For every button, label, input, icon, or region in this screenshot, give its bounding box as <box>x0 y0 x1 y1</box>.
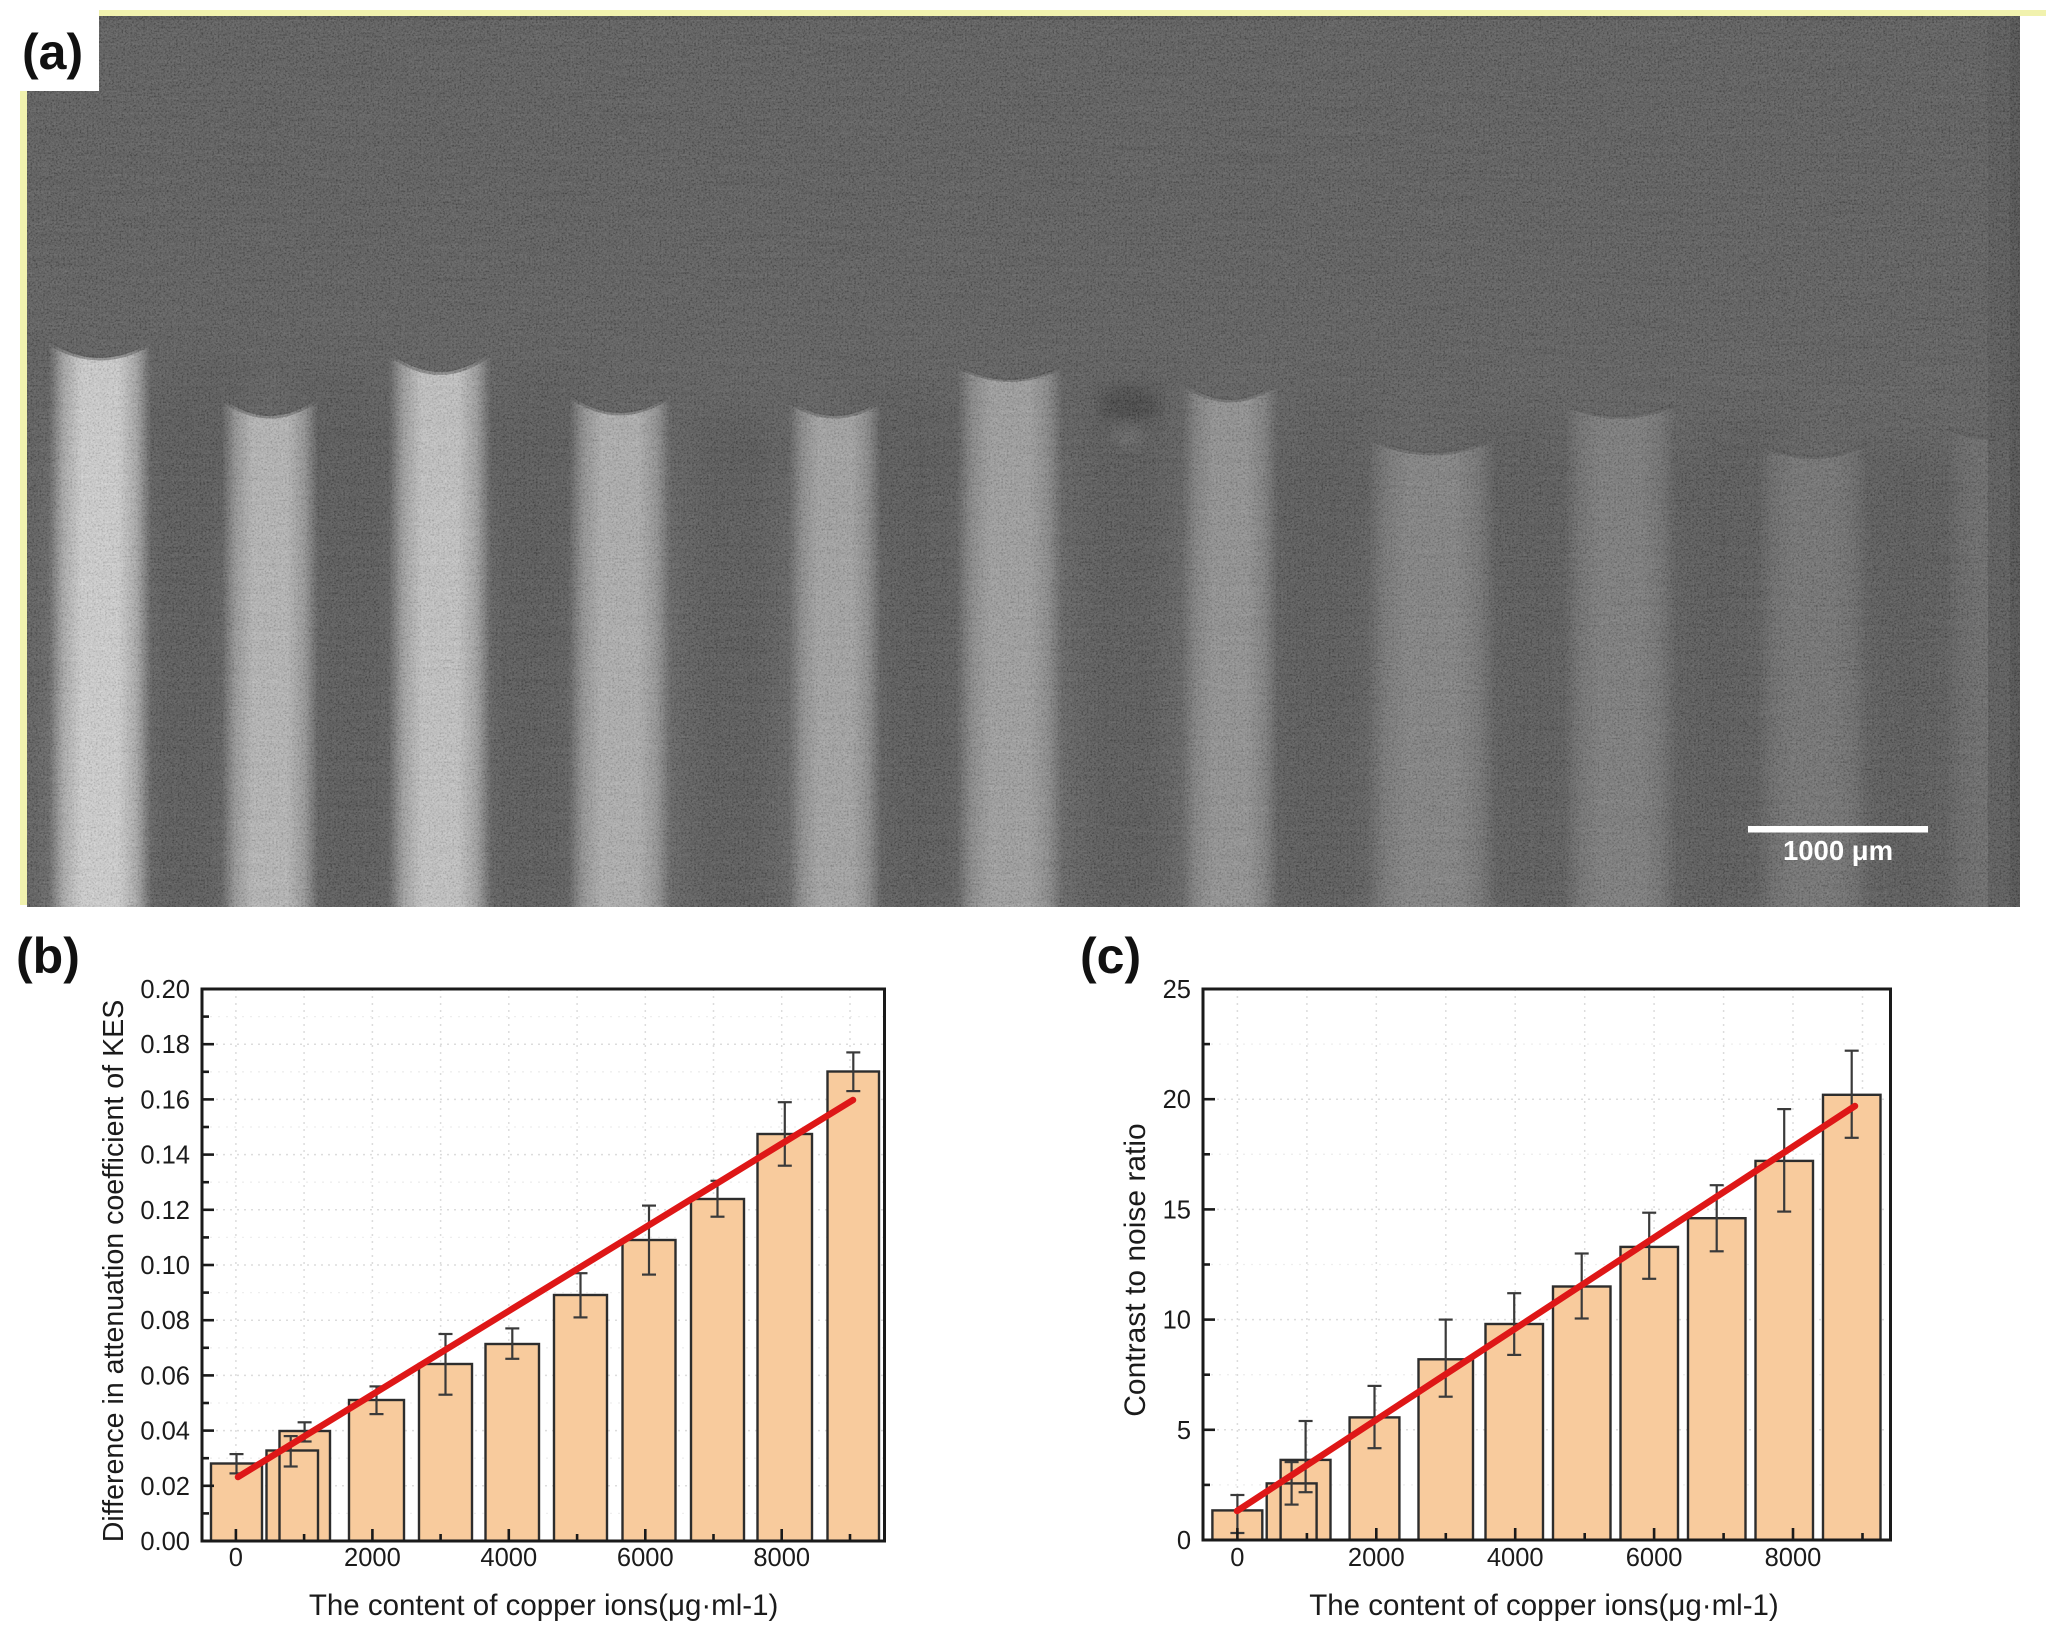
svg-text:0.16: 0.16 <box>140 1086 190 1114</box>
svg-text:5: 5 <box>1177 1417 1191 1445</box>
svg-text:0.02: 0.02 <box>140 1473 190 1501</box>
svg-text:0.08: 0.08 <box>140 1307 190 1335</box>
svg-text:8000: 8000 <box>1765 1544 1822 1572</box>
svg-text:0.00: 0.00 <box>140 1528 190 1556</box>
svg-text:2000: 2000 <box>1348 1544 1405 1572</box>
svg-text:15: 15 <box>1163 1196 1191 1224</box>
svg-text:The content of copper ions(μg·: The content of copper ions(μg·ml-1) <box>309 1589 779 1622</box>
svg-text:(b): (b) <box>16 928 80 984</box>
svg-text:0.04: 0.04 <box>140 1418 190 1446</box>
svg-text:0.10: 0.10 <box>140 1252 190 1280</box>
svg-text:(a): (a) <box>22 24 83 80</box>
svg-text:0.18: 0.18 <box>140 1031 190 1059</box>
svg-text:1000 μm: 1000 μm <box>1783 835 1893 866</box>
svg-text:10: 10 <box>1163 1307 1191 1335</box>
svg-text:25: 25 <box>1163 976 1191 1004</box>
svg-text:8000: 8000 <box>753 1544 810 1572</box>
svg-text:0.20: 0.20 <box>140 976 190 1004</box>
svg-text:2000: 2000 <box>344 1544 401 1572</box>
svg-text:4000: 4000 <box>1487 1544 1544 1572</box>
svg-text:20: 20 <box>1163 1086 1191 1114</box>
svg-text:0: 0 <box>229 1544 243 1572</box>
svg-text:The content of copper ions(μg·: The content of copper ions(μg·ml-1) <box>1309 1589 1779 1622</box>
svg-text:4000: 4000 <box>480 1544 537 1572</box>
svg-text:Difference in attenuation coef: Difference in attenuation coefficient of… <box>98 1000 130 1543</box>
svg-text:0.12: 0.12 <box>140 1197 190 1225</box>
svg-text:Contrast to noise ratio: Contrast to noise ratio <box>1119 1123 1152 1416</box>
svg-text:6000: 6000 <box>1626 1544 1683 1572</box>
svg-text:(c): (c) <box>1080 928 1141 984</box>
svg-text:0: 0 <box>1230 1544 1244 1572</box>
svg-text:0.14: 0.14 <box>140 1142 190 1170</box>
svg-text:0: 0 <box>1177 1527 1191 1555</box>
svg-text:6000: 6000 <box>617 1544 674 1572</box>
svg-text:0.06: 0.06 <box>140 1362 190 1390</box>
